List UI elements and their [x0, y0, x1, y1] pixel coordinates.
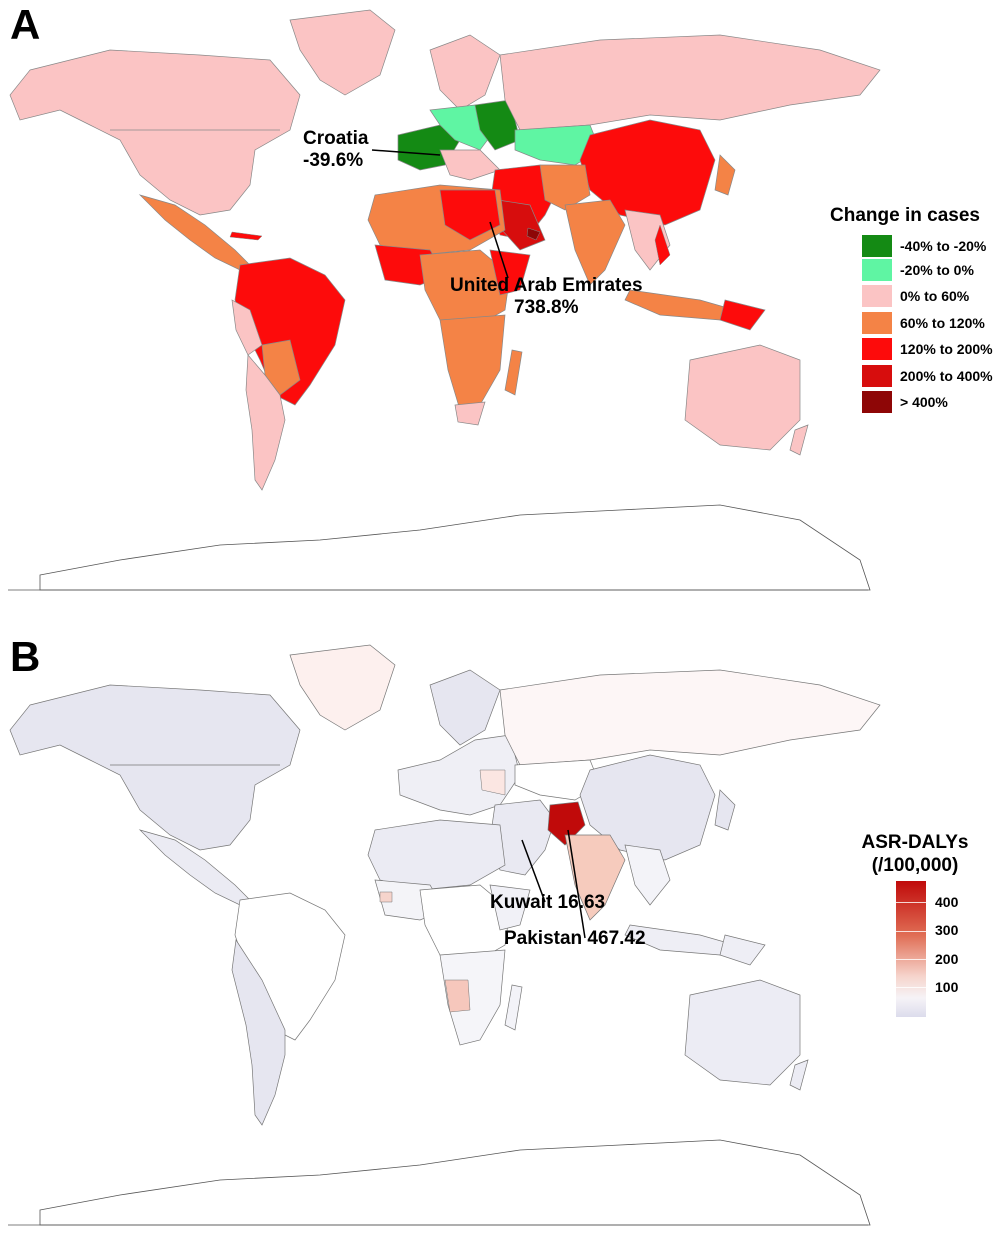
region-southeast-asia [624, 844, 671, 906]
region-india [564, 834, 626, 921]
region-southern-africa [439, 314, 506, 411]
legend-a-swatch [862, 312, 892, 334]
legend-a-swatch [862, 391, 892, 413]
region-north-america [9, 49, 301, 216]
region-japan [714, 154, 736, 196]
region-north-africa [367, 819, 506, 891]
region-new-zealand [789, 424, 809, 456]
region-antarctica [39, 504, 871, 591]
legend-a-title: Change in cases [830, 205, 980, 226]
legend-a-item: 120% to 200% [862, 338, 993, 360]
region-horn-of-africa [489, 884, 531, 931]
region-horn-of-africa [489, 249, 531, 296]
map-asr-dalys [8, 644, 881, 1226]
legend-a-item: 200% to 400% [862, 365, 993, 387]
legend-a-item: -40% to -20% [862, 235, 986, 257]
panel-b-letter: B [10, 633, 41, 680]
region-china [579, 754, 716, 861]
legend-b-tick [896, 959, 926, 960]
region-australia [684, 344, 801, 451]
region-iran-pakistan [539, 164, 591, 211]
legend-a-label: -20% to 0% [900, 262, 974, 278]
legend-b-title: ASR-DALYs (/100,000) [845, 832, 985, 878]
legend-b-title-line2: (/100,000) [871, 854, 959, 876]
region-russia [499, 34, 881, 131]
region-madagascar [504, 349, 523, 396]
legend-b-tick [896, 987, 926, 988]
region-antarctica [39, 1139, 871, 1226]
annotation-kuwait: Kuwait 16.63 [490, 892, 606, 913]
region-europe [397, 734, 521, 816]
region-central-asia [514, 759, 601, 801]
legend-a-label: 120% to 200% [900, 341, 993, 357]
legend-a-swatch [862, 338, 892, 360]
region-madagascar [504, 984, 523, 1031]
legend-a-swatch [862, 365, 892, 387]
region-southern-europe [439, 149, 501, 181]
legend-b-tick-label: 100 [935, 979, 959, 995]
legend-a-label: -40% to -20% [900, 238, 987, 254]
annotation-croatia-name: Croatia [303, 128, 369, 149]
region-libya-egypt [439, 189, 501, 241]
legend-a-swatch [862, 285, 892, 307]
annotation-pakistan: Pakistan 467.42 [504, 928, 646, 949]
legend-b-title-line1: ASR-DALYs [861, 832, 969, 853]
region-uae [526, 227, 541, 241]
annotation-uae: United Arab Emirates 738.8% [450, 275, 643, 319]
legend-b-tick [896, 902, 926, 903]
region-southern-cone [245, 354, 286, 491]
region-papua [719, 299, 766, 331]
legend-b-tick-label: 200 [935, 951, 959, 967]
legend-a-item: > 400% [862, 391, 948, 413]
legend-a-label: 0% to 60% [900, 288, 970, 304]
legend-b-colorbar [896, 881, 926, 1017]
region-greenland [289, 9, 396, 96]
region-southern-cone [231, 939, 286, 1126]
region-caribbean [229, 231, 263, 241]
legend-b-tick-label: 400 [935, 894, 959, 910]
leader-line-croatia [371, 149, 441, 156]
region-south-africa [454, 401, 486, 426]
region-scandinavia [429, 34, 501, 111]
leader-line-kuwait [521, 839, 546, 903]
region-bolivia-paraguay [261, 339, 301, 396]
region-australia [684, 979, 801, 1086]
region-west-africa-coast [379, 891, 393, 903]
legend-b-tick [896, 931, 926, 932]
region-papua [719, 934, 766, 966]
legend-a-swatch [862, 235, 892, 257]
legend-a-swatch [862, 259, 892, 281]
region-russia [499, 669, 881, 766]
legend-a-label: 200% to 400% [900, 368, 993, 384]
region-scandinavia [429, 669, 501, 746]
legend-a-item: 60% to 120% [862, 312, 985, 334]
panel-a-letter: A [10, 1, 41, 48]
legend-a-item: 0% to 60% [862, 285, 969, 307]
region-vietnam [654, 224, 671, 266]
region-eastern-europe [474, 99, 521, 151]
region-new-zealand [789, 1059, 809, 1091]
legend-b-tick-label: 300 [935, 922, 959, 938]
region-japan [714, 789, 736, 831]
region-namibia [444, 979, 471, 1013]
legend-a-label: > 400% [900, 394, 948, 410]
region-north-america [9, 684, 301, 851]
region-southern-africa [439, 949, 506, 1046]
legend-a-item: -20% to 0% [862, 259, 974, 281]
region-eastern-europe [479, 769, 506, 796]
annotation-uae-name: United Arab Emirates [450, 275, 643, 296]
leader-line-pakistan [567, 829, 586, 939]
region-india [564, 199, 626, 286]
map-change-in-cases [8, 9, 881, 591]
region-greenland [289, 644, 396, 731]
legend-a-label: 60% to 120% [900, 315, 985, 331]
annotation-croatia: Croatia -39.6% [303, 128, 368, 172]
leader-line-uae [489, 221, 509, 279]
region-peru [231, 299, 263, 356]
annotation-uae-value: 738.8% [514, 296, 579, 318]
annotation-croatia-value: -39.6% [303, 149, 364, 171]
